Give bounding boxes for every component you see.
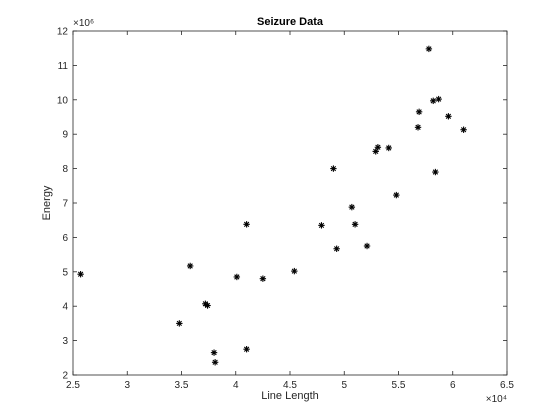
x-tick-label: 5: [341, 380, 347, 391]
data-point: [415, 108, 423, 116]
y-tick-label: 3: [62, 336, 68, 347]
data-point: [414, 124, 422, 131]
x-axis-label: Line Length: [261, 390, 319, 402]
data-point: [176, 320, 183, 327]
x-tick-label: 2.5: [66, 380, 80, 391]
data-point: [363, 242, 371, 250]
x-tick-label: 4.5: [283, 380, 297, 391]
data-point: [445, 113, 452, 120]
y-axis-label: Energy: [41, 185, 53, 220]
data-point: [233, 273, 241, 281]
data-point: [372, 148, 379, 155]
y-tick-label: 9: [62, 130, 68, 141]
data-point: [186, 262, 194, 270]
x-tick-label: 6: [450, 380, 456, 391]
axis-ticks: 2.5 3 3.5 4 4.5 5 5.5 6 6.5 2 3 4 5 6 7 8 9 10 11 12: [57, 27, 515, 392]
data-point: [330, 165, 337, 172]
data-point: [333, 245, 340, 252]
data-point: [425, 45, 433, 53]
y-tick-label: 7: [62, 199, 68, 210]
plot-area: [72, 30, 508, 376]
x-tick-label: 5.5: [392, 380, 406, 391]
data-point: [210, 349, 218, 356]
data-point: [318, 222, 325, 229]
y-tick-label: 11: [58, 61, 69, 72]
data-point: [460, 126, 467, 133]
y-tick-label: 8: [62, 164, 68, 175]
y-tick-label: 12: [57, 27, 69, 38]
data-point: [211, 359, 219, 366]
chart-title: Seizure Data: [257, 16, 324, 28]
y-axis-exponent-label: ×10⁶: [73, 18, 94, 29]
data-point: [243, 346, 250, 353]
y-tick-label: 2: [62, 371, 68, 382]
data-point: [291, 267, 298, 275]
data-point: [430, 97, 437, 105]
data-point: [77, 271, 84, 278]
y-tick-label: 5: [62, 267, 68, 278]
data-point: [374, 144, 382, 151]
data-point: [243, 221, 250, 228]
data-point: [432, 168, 439, 176]
y-tick-label: 6: [62, 233, 68, 244]
data-point: [385, 144, 392, 152]
x-tick-label: 3: [124, 380, 130, 391]
data-point: [259, 275, 267, 282]
data-point: [393, 191, 400, 199]
x-tick-label: 4: [233, 380, 239, 391]
x-tick-label: 6.5: [500, 380, 514, 391]
data-point: [351, 221, 359, 228]
y-tick-label: 10: [57, 95, 69, 106]
x-axis-exponent-label: ×10⁴: [486, 394, 507, 405]
data-point: [435, 95, 442, 103]
data-point: [204, 302, 211, 309]
data-points: [77, 45, 467, 366]
y-tick-label: 4: [62, 302, 68, 313]
x-tick-label: 3.5: [175, 380, 189, 391]
data-point: [348, 203, 356, 211]
